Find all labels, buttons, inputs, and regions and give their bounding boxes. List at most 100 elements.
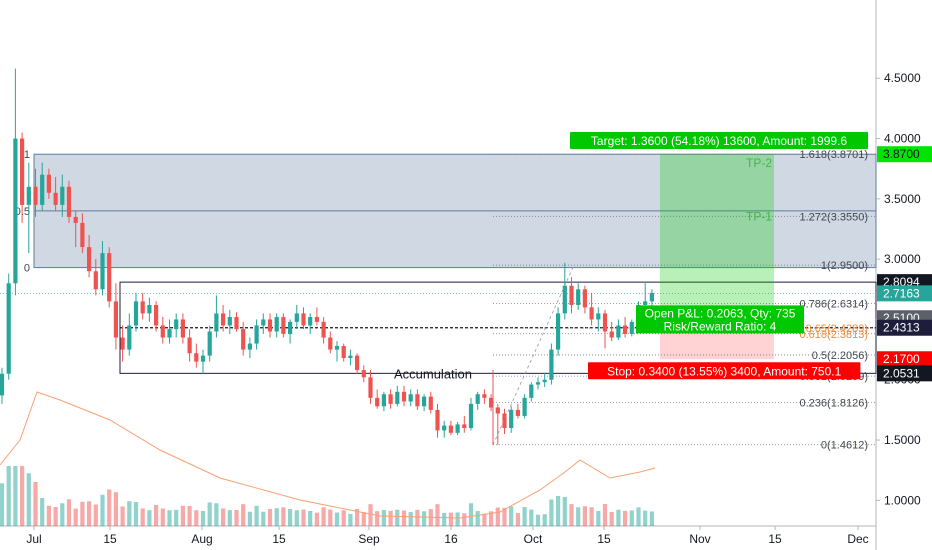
candle-body (489, 397, 494, 408)
candle-body (73, 216, 78, 223)
volume-bar (549, 499, 554, 526)
target-annotation-bg (570, 131, 868, 149)
fib-box-label: 0 (24, 263, 30, 275)
volume-bar (368, 504, 373, 526)
volume-bar (395, 509, 400, 526)
candle-body (415, 394, 420, 407)
volume-bar (207, 502, 212, 526)
volume-bar (495, 507, 500, 526)
candle-body (368, 377, 373, 398)
candle-body (448, 425, 453, 433)
candle-body (401, 391, 407, 402)
volume-bars (0, 391, 656, 526)
price-tag-bg (877, 146, 932, 163)
candle-body (328, 337, 333, 350)
target-annotation: Target: 1.3600 (54.18%) 13600, Amount: 1… (591, 134, 848, 148)
fib-box-label: 1 (24, 149, 30, 161)
candle-body (542, 379, 547, 383)
candle-body (93, 271, 98, 290)
volume-bar (509, 506, 514, 526)
volume-bar (341, 510, 346, 526)
candle-body (462, 424, 467, 428)
candle-body (214, 313, 219, 332)
fib-level-label: 1(2.9500) (821, 260, 868, 272)
y-tick-label: 1.5000 (884, 433, 921, 447)
x-tick-label: Aug (191, 532, 212, 546)
tp1-label: TP-1 (746, 210, 772, 224)
y-tick-label: 4.0000 (884, 132, 921, 146)
volume-bar (422, 511, 427, 526)
x-tick-label: 15 (597, 532, 611, 546)
candle-body (482, 394, 487, 398)
candle-body (46, 174, 51, 193)
price-tag: 2.0531 (883, 366, 920, 380)
candle-body (442, 425, 447, 431)
candle-body (408, 394, 413, 402)
target-zone (660, 154, 774, 319)
candle-body (609, 331, 614, 338)
candle-body (535, 382, 541, 385)
volume-bar (60, 503, 65, 526)
price-tag-bg (877, 319, 932, 336)
volume-bar (522, 507, 527, 526)
volume-bar (6, 466, 11, 526)
volume-bar (596, 511, 601, 526)
candle-body (515, 409, 520, 416)
candle-body (529, 384, 534, 398)
candle-body (549, 349, 554, 380)
candle-body (388, 394, 393, 404)
volume-bar (529, 509, 534, 526)
volume-bar (582, 506, 587, 526)
volume-bar (66, 499, 72, 526)
volume-bar (33, 482, 38, 526)
candle-body (502, 413, 507, 428)
volume-bar (415, 509, 420, 526)
volume-bar (241, 504, 246, 526)
volume-bar (40, 498, 45, 526)
candle-body (355, 355, 360, 371)
candle-body (241, 329, 246, 350)
volume-bar (174, 509, 179, 526)
price-tag: 3.8700 (883, 147, 920, 161)
candle-body (20, 138, 25, 205)
candle-body (247, 343, 252, 350)
candle-body (53, 192, 58, 205)
volume-bar (468, 503, 474, 526)
candle-body (649, 292, 654, 302)
range-boxes: 10.501.618(3.8701)1.272(3.3550)1(2.9500)… (0, 149, 877, 452)
price-axis[interactable]: 1.00001.50002.00002.50003.00003.50004.00… (876, 71, 932, 507)
candle-body (643, 301, 648, 305)
volume-bar (556, 496, 561, 526)
volume-bar (576, 507, 581, 526)
candle-body (361, 370, 366, 378)
candle-body (200, 355, 206, 362)
volume-bar (167, 510, 172, 526)
volume-bar (288, 509, 293, 526)
candle-body (294, 313, 299, 322)
time-axis[interactable]: Jul 15 Aug 15 Sep 16 Oct 15 Nov 15 Dec (26, 526, 869, 546)
volume-bar (542, 514, 547, 526)
candle-body (60, 186, 65, 205)
candle-body (274, 317, 279, 332)
candle-body (301, 313, 306, 326)
candle-body (334, 345, 340, 350)
candle-body (468, 403, 474, 428)
fib-level-label: 0.236(1.8126) (800, 397, 869, 409)
volume-bar (562, 497, 567, 526)
candle-body (0, 373, 5, 396)
volume-bar (234, 510, 239, 526)
accumulation-label: Accumulation (394, 367, 472, 382)
volume-bar (160, 508, 165, 526)
volume-bar (515, 513, 520, 526)
volume-bar (435, 504, 440, 526)
volume-bar (187, 506, 192, 526)
volume-bar (13, 466, 18, 526)
candle-body (40, 174, 45, 205)
volume-bar (616, 509, 621, 526)
volume-bar (93, 504, 98, 526)
volume-bar (107, 489, 112, 526)
volume-bar (127, 501, 132, 526)
volume-bar (140, 508, 145, 526)
candle-body (281, 317, 286, 334)
